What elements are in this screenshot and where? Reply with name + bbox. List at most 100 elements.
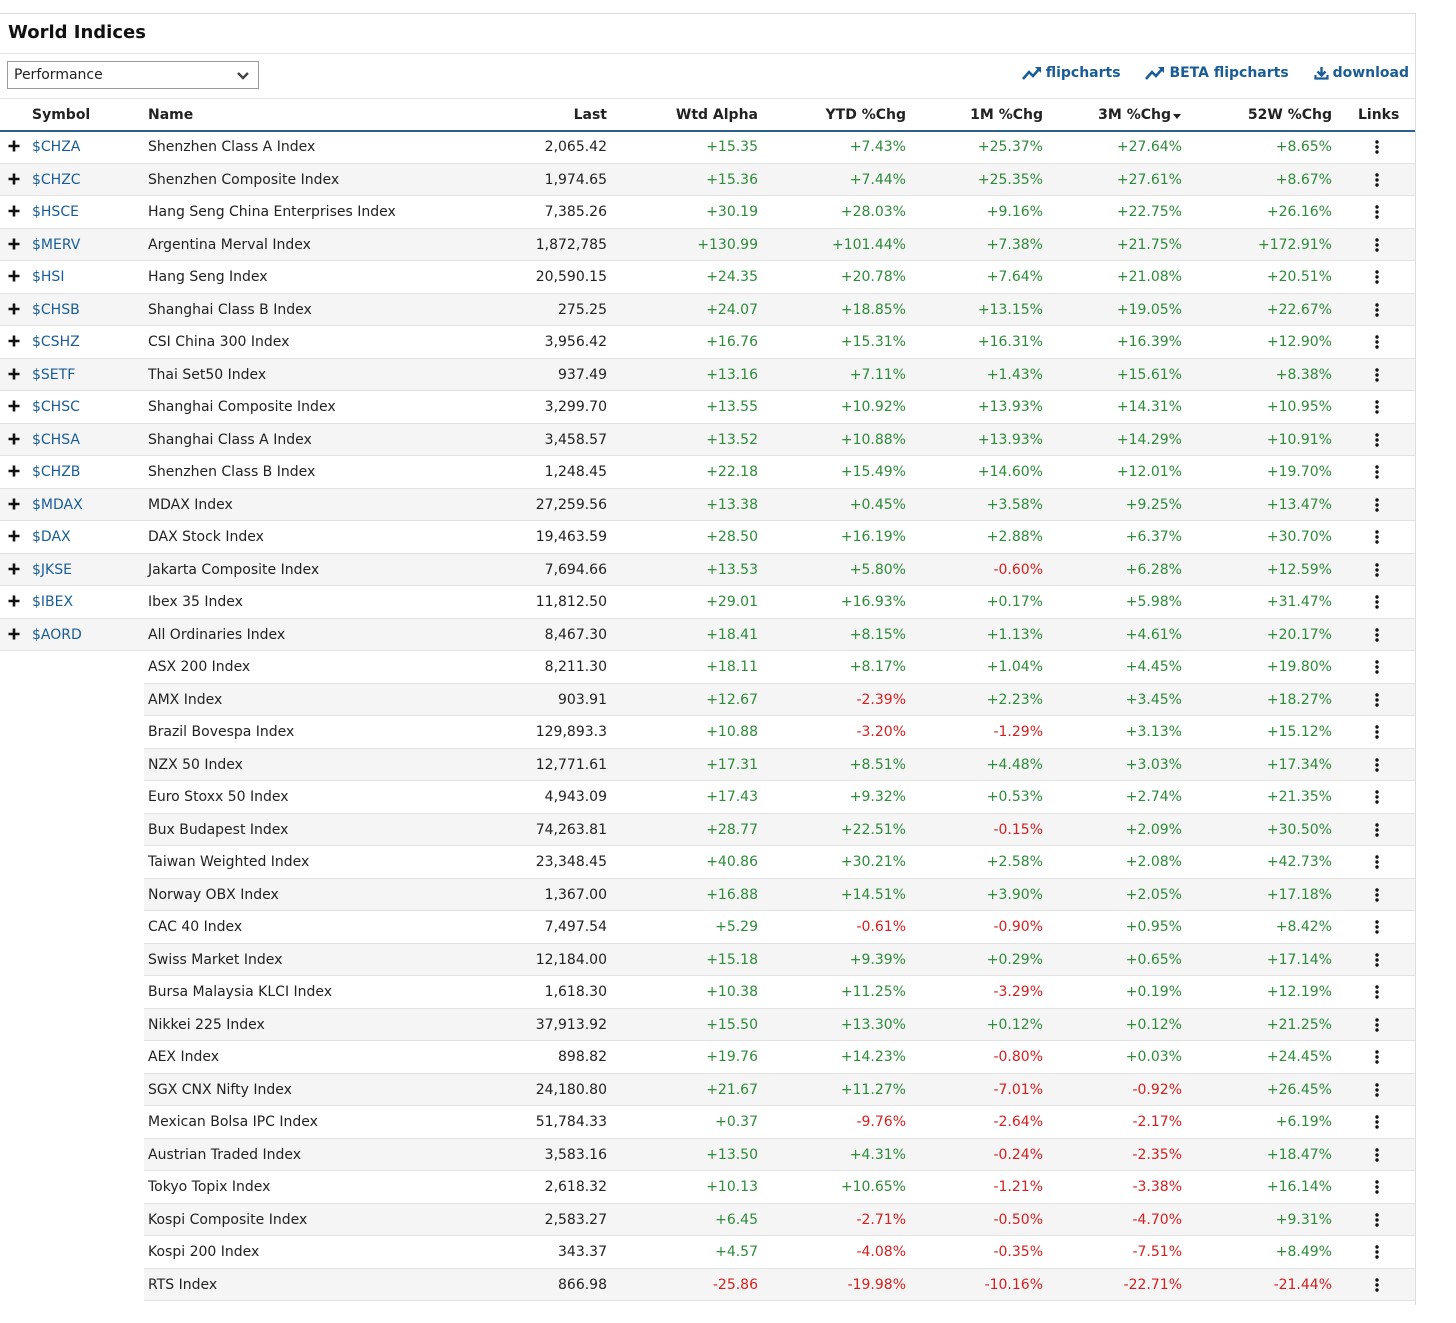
3m-change-value: +12.01%: [1116, 464, 1182, 480]
symbol-link[interactable]: $SETF: [32, 366, 76, 383]
symbol-link[interactable]: $MDAX: [32, 496, 83, 513]
expand-plus-icon[interactable]: [8, 368, 20, 380]
symbol-link[interactable]: $CHSC: [32, 399, 80, 415]
more-options-icon[interactable]: [1375, 302, 1379, 317]
symbol-link[interactable]: $CHZA: [32, 139, 81, 155]
symbol-link[interactable]: $HSCE: [32, 204, 79, 220]
more-options-icon[interactable]: [1375, 530, 1379, 544]
index-name: Euro Stoxx 50 Index: [148, 789, 289, 805]
col-last-header[interactable]: Last: [573, 107, 607, 123]
more-options-icon[interactable]: [1375, 692, 1379, 707]
expand-plus-icon[interactable]: [8, 238, 20, 250]
expand-plus-icon[interactable]: [8, 173, 20, 185]
more-options-icon[interactable]: [1375, 562, 1379, 577]
col-wtd-alpha-header[interactable]: Wtd Alpha: [675, 107, 758, 123]
table-row: Mexican Bolsa IPC Index 51,784.33 +0.37 -9.…: [144, 1106, 1415, 1139]
expand-plus-icon[interactable]: [8, 465, 20, 477]
1m-change-value: +4.48%: [986, 756, 1043, 773]
52w-change-value: +24.45%: [1266, 1049, 1332, 1065]
col-3m-header-sorted[interactable]: 3M %Chg: [1098, 107, 1182, 123]
more-options-icon[interactable]: [1375, 237, 1379, 252]
more-options-icon[interactable]: [1375, 855, 1379, 869]
more-options-icon[interactable]: [1375, 205, 1379, 219]
more-options-icon[interactable]: [1375, 1212, 1379, 1227]
more-options-icon[interactable]: [1375, 887, 1379, 902]
more-options-icon[interactable]: [1375, 497, 1379, 512]
more-options-icon[interactable]: [1375, 1147, 1379, 1162]
more-options-icon[interactable]: [1375, 985, 1379, 999]
wtd-alpha-value: +13.16: [706, 366, 758, 383]
symbol-link[interactable]: $HSI: [32, 269, 65, 285]
expand-plus-icon[interactable]: [8, 140, 20, 152]
view-select[interactable]: Performance: [7, 61, 259, 89]
more-options-icon[interactable]: [1375, 822, 1379, 837]
symbol-link[interactable]: $AORD: [32, 626, 82, 643]
wtd-alpha-value: +13.53: [706, 561, 758, 578]
beta-flipcharts-link[interactable]: BETA flipcharts: [1145, 65, 1289, 81]
52w-change-value: +12.90%: [1266, 334, 1332, 350]
more-options-icon[interactable]: [1375, 1277, 1379, 1292]
more-options-icon[interactable]: [1375, 920, 1379, 934]
col-1m-header[interactable]: 1M %Chg: [970, 107, 1043, 123]
flipcharts-link[interactable]: flipcharts: [1021, 65, 1121, 81]
more-options-icon[interactable]: [1375, 757, 1379, 772]
last-value: 129,893.3: [535, 724, 607, 740]
download-link[interactable]: download: [1313, 65, 1409, 81]
more-options-icon[interactable]: [1375, 595, 1379, 609]
expand-plus-icon[interactable]: [8, 303, 20, 315]
more-options-icon[interactable]: [1375, 1180, 1379, 1194]
more-options-icon[interactable]: [1375, 660, 1379, 674]
more-options-icon[interactable]: [1375, 1115, 1379, 1129]
symbol-link[interactable]: $CHSB: [32, 301, 80, 318]
symbol-link[interactable]: $DAX: [32, 529, 71, 545]
more-options-icon[interactable]: [1375, 367, 1379, 382]
last-value: 898.82: [558, 1049, 607, 1065]
symbol-link[interactable]: $CSHZ: [32, 334, 80, 350]
more-options-icon[interactable]: [1375, 172, 1379, 187]
more-options-icon[interactable]: [1375, 335, 1379, 349]
download-icon: [1313, 67, 1329, 80]
expand-plus-icon[interactable]: [8, 530, 20, 542]
expand-plus-icon[interactable]: [8, 628, 20, 640]
symbol-link[interactable]: $MERV: [32, 236, 81, 253]
expand-plus-icon[interactable]: [8, 595, 20, 607]
more-options-icon[interactable]: [1375, 627, 1379, 642]
symbol-link[interactable]: $CHZC: [32, 171, 81, 188]
expand-plus-icon[interactable]: [8, 433, 20, 445]
more-options-icon[interactable]: [1375, 465, 1379, 479]
expand-plus-icon[interactable]: [8, 498, 20, 510]
1m-change-value: +16.31%: [977, 334, 1043, 350]
col-symbol-header[interactable]: Symbol: [32, 107, 91, 123]
expand-plus-icon[interactable]: [8, 563, 20, 575]
more-options-icon[interactable]: [1375, 725, 1379, 739]
table-row: $HSCE Hang Seng China Enterprises Index 7,…: [0, 196, 1415, 229]
more-options-icon[interactable]: [1375, 952, 1379, 967]
symbol-link[interactable]: $CHZB: [32, 464, 81, 480]
more-options-icon[interactable]: [1375, 432, 1379, 447]
more-options-icon[interactable]: [1375, 140, 1379, 154]
table-row: $AORD All Ordinaries Index 8,467.30 +18.41 +…: [0, 618, 1415, 651]
col-ytd-header[interactable]: YTD %Chg: [825, 107, 906, 123]
more-options-icon[interactable]: [1375, 400, 1379, 414]
more-options-icon[interactable]: [1375, 1017, 1379, 1032]
expand-plus-icon[interactable]: [8, 335, 20, 347]
more-options-icon[interactable]: [1375, 1050, 1379, 1064]
symbol-link[interactable]: $IBEX: [32, 594, 74, 610]
more-options-icon[interactable]: [1375, 1245, 1379, 1259]
symbol-link[interactable]: $CHSA: [32, 431, 80, 448]
expand-plus-icon[interactable]: [8, 270, 20, 282]
col-name-header[interactable]: Name: [148, 107, 194, 123]
table-row: $CHZB Shenzhen Class B Index 1,248.45 +22.1…: [0, 456, 1415, 489]
52w-change-value: +20.17%: [1266, 626, 1332, 643]
col-52w-header[interactable]: 52W %Chg: [1247, 107, 1332, 123]
last-value: 23,348.45: [535, 854, 607, 870]
ytd-change-value: +5.80%: [849, 561, 906, 578]
1m-change-value: +2.58%: [986, 854, 1043, 870]
more-options-icon[interactable]: [1375, 1082, 1379, 1097]
more-options-icon[interactable]: [1375, 790, 1379, 804]
symbol-link[interactable]: $JKSE: [32, 561, 72, 578]
more-options-icon[interactable]: [1375, 270, 1379, 284]
expand-plus-icon[interactable]: [8, 205, 20, 217]
expand-plus-icon[interactable]: [8, 400, 20, 412]
index-name: Thai Set50 Index: [148, 366, 267, 383]
